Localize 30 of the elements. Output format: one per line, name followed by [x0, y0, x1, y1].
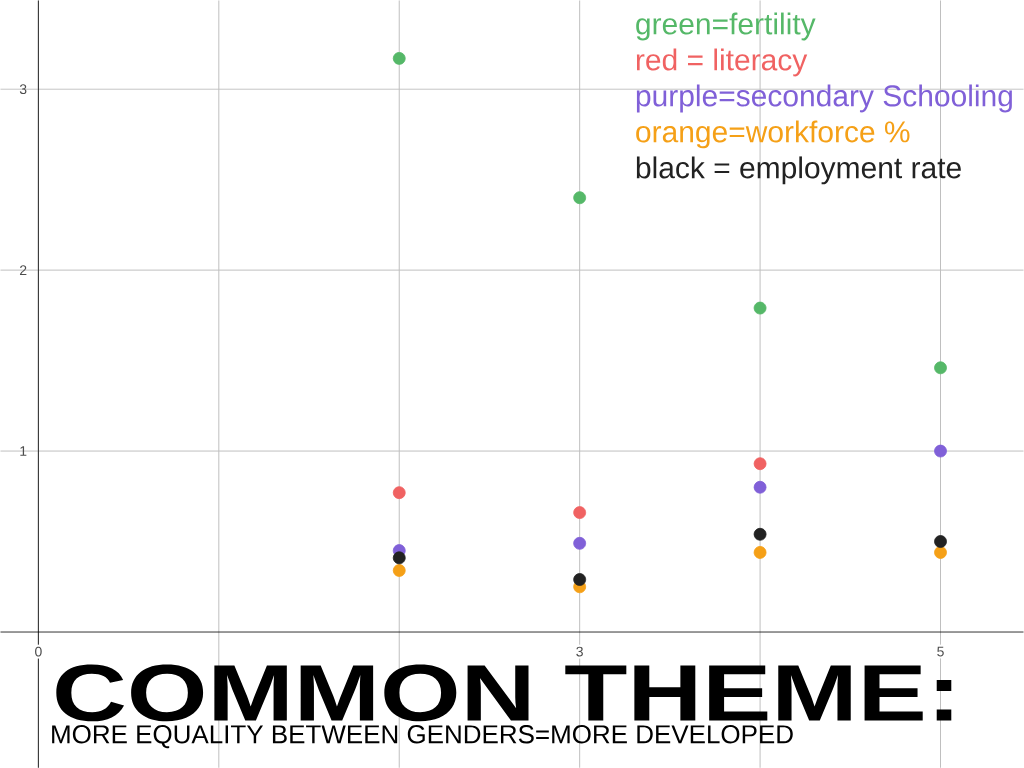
point	[934, 535, 947, 548]
text: MORE EQUALITY BETWEEN GENDERS=MORE DEVELOPED	[52, 725, 793, 749]
point	[392, 51, 406, 65]
text: COMMON THEME:	[56, 664, 952, 722]
point	[573, 191, 587, 205]
x-tick-label: 3	[576, 646, 583, 657]
point	[392, 563, 406, 577]
text: green=fertility	[636, 12, 816, 41]
point	[934, 444, 947, 458]
point	[573, 506, 587, 519]
y-tick-label: 2	[19, 265, 27, 275]
text: black = employment rate	[636, 156, 961, 185]
point	[573, 573, 587, 586]
point	[753, 480, 767, 494]
point	[753, 301, 767, 315]
point	[392, 486, 406, 499]
point	[573, 536, 587, 550]
point	[934, 545, 947, 559]
point	[392, 551, 406, 565]
text: orange=workforce %	[636, 120, 910, 149]
text: red = literacy	[636, 48, 808, 77]
x-tick-label: 5	[937, 646, 944, 657]
point	[934, 361, 947, 375]
y-tick-label: 3	[19, 84, 27, 94]
text: purple=secondary Schooling	[636, 84, 1012, 113]
point	[753, 545, 767, 559]
y-tick-label: 1	[20, 446, 27, 456]
x-tick-label: 0	[35, 646, 42, 657]
point	[753, 457, 767, 471]
point	[753, 527, 767, 541]
